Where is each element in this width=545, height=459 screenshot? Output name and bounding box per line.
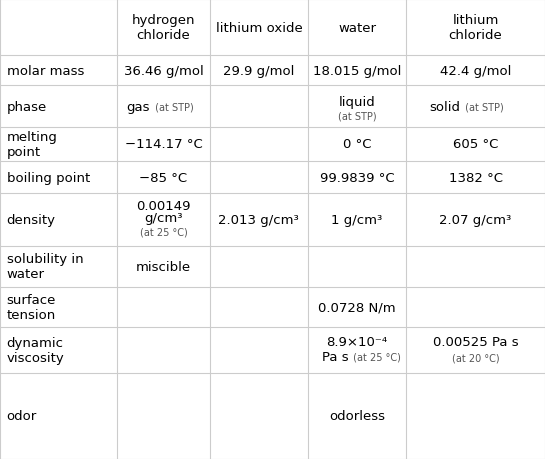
Text: 18.015 g/mol: 18.015 g/mol: [313, 65, 401, 78]
Text: melting
point: melting point: [7, 131, 57, 158]
Text: 1 g/cm³: 1 g/cm³: [331, 214, 383, 227]
Text: 1382 °C: 1382 °C: [449, 171, 502, 184]
Text: odor: odor: [7, 409, 37, 422]
Text: lithium
chloride: lithium chloride: [449, 14, 502, 42]
Text: g/cm³: g/cm³: [144, 211, 183, 224]
Text: 605 °C: 605 °C: [453, 138, 498, 151]
Text: Pa s: Pa s: [322, 350, 349, 363]
Text: solubility in
water: solubility in water: [7, 253, 83, 281]
Text: lithium oxide: lithium oxide: [215, 22, 302, 34]
Text: 2.07 g/cm³: 2.07 g/cm³: [439, 214, 512, 227]
Text: molar mass: molar mass: [7, 65, 84, 78]
Text: 29.9 g/mol: 29.9 g/mol: [223, 65, 294, 78]
Text: 0.00149: 0.00149: [136, 200, 191, 213]
Text: (at 25 °C): (at 25 °C): [140, 227, 187, 237]
Text: 2.013 g/cm³: 2.013 g/cm³: [219, 214, 299, 227]
Text: (at 25 °C): (at 25 °C): [350, 352, 401, 362]
Text: liquid: liquid: [338, 95, 376, 108]
Text: water: water: [338, 22, 376, 34]
Text: (at 20 °C): (at 20 °C): [452, 353, 499, 363]
Text: 42.4 g/mol: 42.4 g/mol: [440, 65, 511, 78]
Text: 0 °C: 0 °C: [343, 138, 371, 151]
Text: 0.00525 Pa s: 0.00525 Pa s: [433, 336, 518, 348]
Text: phase: phase: [7, 101, 47, 113]
Text: (at STP): (at STP): [338, 111, 376, 121]
Text: −85 °C: −85 °C: [140, 171, 187, 184]
Text: (at STP): (at STP): [152, 102, 193, 112]
Text: 0.0728 N/m: 0.0728 N/m: [318, 301, 396, 313]
Text: surface
tension: surface tension: [7, 293, 56, 321]
Text: 36.46 g/mol: 36.46 g/mol: [124, 65, 203, 78]
Text: odorless: odorless: [329, 409, 385, 422]
Text: gas: gas: [126, 101, 150, 113]
Text: dynamic
viscosity: dynamic viscosity: [7, 336, 64, 364]
Text: 8.9×10⁻⁴: 8.9×10⁻⁴: [326, 336, 387, 348]
Text: boiling point: boiling point: [7, 171, 90, 184]
Text: miscible: miscible: [136, 260, 191, 274]
Text: hydrogen
chloride: hydrogen chloride: [132, 14, 195, 42]
Text: density: density: [7, 214, 56, 227]
Text: solid: solid: [429, 101, 460, 113]
Text: −114.17 °C: −114.17 °C: [125, 138, 202, 151]
Text: (at STP): (at STP): [462, 102, 504, 112]
Text: 99.9839 °C: 99.9839 °C: [320, 171, 394, 184]
